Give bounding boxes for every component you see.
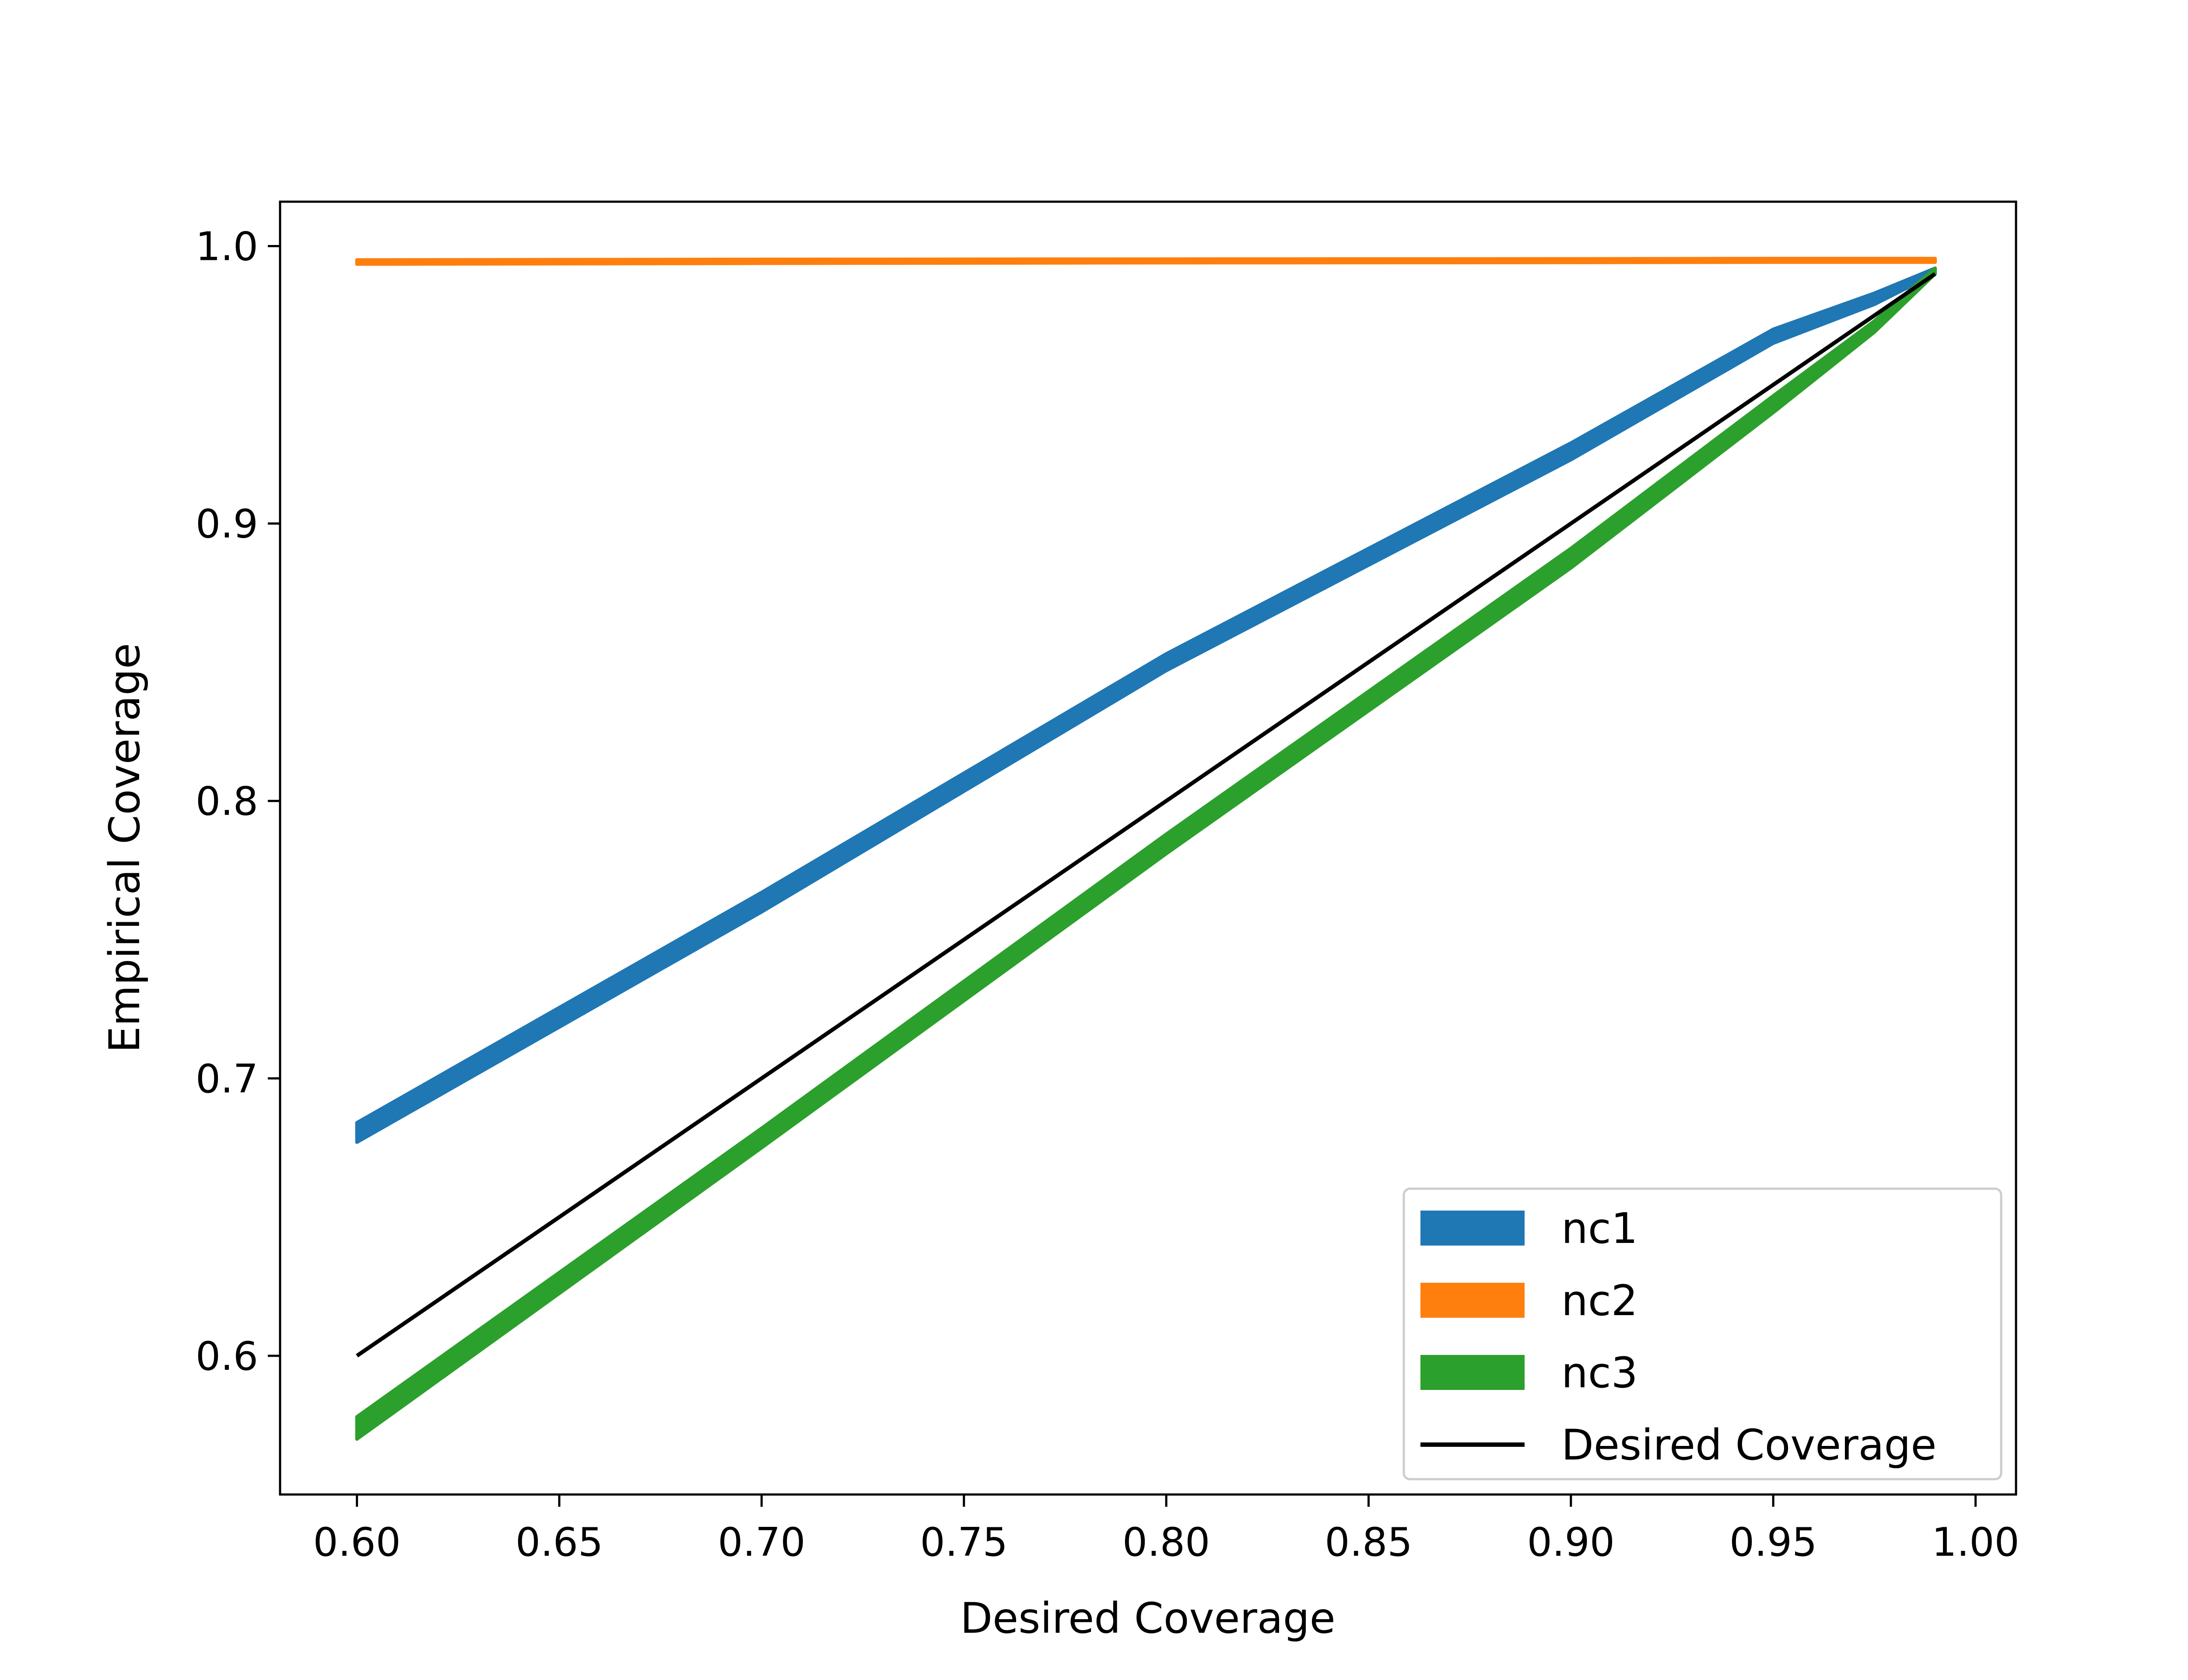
- legend-label-nc2: nc2: [1561, 1276, 1638, 1325]
- legend-label-desired-coverage: Desired Coverage: [1561, 1421, 1936, 1470]
- legend-swatch-nc1: [1420, 1211, 1525, 1246]
- series-lines: [356, 272, 1936, 1358]
- legend-box: [1403, 1187, 2002, 1480]
- series-nc2-band: [355, 256, 1937, 266]
- y-tick-label: 0.9: [196, 501, 258, 547]
- y-axis-title: Empirical Coverage: [100, 643, 149, 1053]
- legend-label-nc3: nc3: [1561, 1348, 1638, 1397]
- x-axis: 0.60 0.65 0.70 0.75 0.80 0.85 0.90 0.95 1.00: [313, 1494, 2020, 1565]
- x-tick-label: 0.85: [1325, 1519, 1412, 1565]
- y-tick-label: 0.7: [196, 1056, 258, 1102]
- x-tick-label: 1.00: [1932, 1519, 2019, 1565]
- legend: nc1 nc2 nc3 Desired Coverage: [1403, 1187, 2002, 1480]
- y-tick-label: 0.8: [196, 779, 258, 825]
- plot-frame: [279, 200, 2017, 1496]
- x-axis-title: Desired Coverage: [960, 1594, 1335, 1643]
- x-tick-label: 0.60: [313, 1519, 400, 1565]
- y-tick-label: 0.6: [196, 1334, 258, 1379]
- x-tick-label: 0.95: [1729, 1519, 1817, 1565]
- series-desired-coverage-line: [356, 272, 1936, 1358]
- x-tick-label: 0.90: [1527, 1519, 1615, 1565]
- y-axis: 0.6 0.7 0.8 0.9 1.0: [196, 224, 280, 1379]
- x-tick-label: 0.75: [920, 1519, 1008, 1565]
- x-tick-label: 0.70: [718, 1519, 805, 1565]
- x-tick-label: 0.80: [1122, 1519, 1210, 1565]
- series-nc1-band: [355, 266, 1937, 1144]
- y-tick-label: 1.0: [196, 224, 258, 270]
- x-tick-label: 0.65: [515, 1519, 603, 1565]
- legend-label-nc1: nc1: [1561, 1204, 1638, 1253]
- legend-swatch-nc3: [1420, 1355, 1525, 1390]
- legend-swatch-nc2: [1420, 1283, 1525, 1318]
